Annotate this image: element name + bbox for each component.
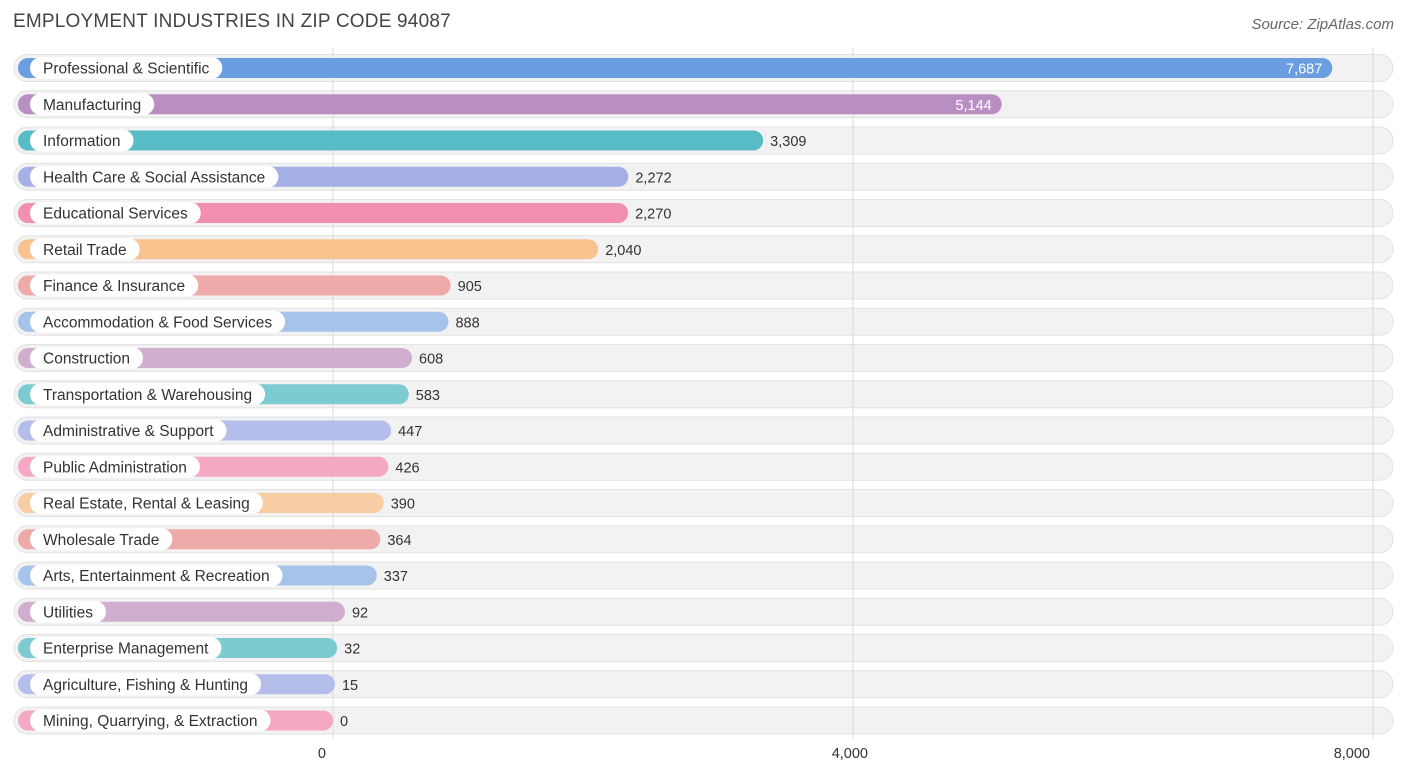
category-label: Arts, Entertainment & Recreation [43, 568, 270, 585]
value-label: 583 [416, 388, 440, 404]
value-label: 5,144 [955, 98, 991, 114]
value-label: 32 [344, 642, 360, 658]
chart-source: Source: ZipAtlas.com [1251, 16, 1394, 33]
x-tick-label: 0 [318, 746, 326, 762]
bar [18, 94, 1002, 115]
value-label: 364 [387, 533, 411, 549]
x-tick-label: 8,000 [1334, 746, 1370, 762]
category-label: Real Estate, Rental & Leasing [43, 496, 250, 513]
value-label: 888 [455, 315, 479, 331]
bar [18, 239, 599, 260]
value-label: 390 [391, 497, 415, 513]
category-label-pill [30, 383, 266, 406]
category-label: Enterprise Management [43, 641, 209, 658]
category-label: Wholesale Trade [43, 532, 159, 549]
value-label: 92 [352, 605, 368, 621]
category-label: Professional & Scientific [43, 61, 210, 78]
value-label: 0 [340, 714, 348, 730]
category-label: Information [43, 133, 121, 150]
category-label-pill [30, 165, 279, 188]
value-label: 15 [342, 678, 358, 694]
row-background [13, 706, 1394, 735]
value-label: 426 [395, 460, 419, 476]
category-label-pill [30, 709, 271, 732]
chart-title: EMPLOYMENT INDUSTRIES IN ZIP CODE 94087 [13, 11, 451, 32]
value-label: 2,272 [635, 170, 671, 186]
category-label: Manufacturing [43, 97, 141, 114]
category-label-pill [30, 310, 286, 333]
value-label: 2,040 [605, 243, 641, 259]
bar [18, 58, 1333, 78]
value-label: 2,270 [635, 207, 671, 223]
category-label: Utilities [43, 604, 93, 621]
category-label-pill [30, 274, 199, 297]
category-label-pill [30, 93, 155, 116]
category-label-pill [30, 238, 140, 261]
category-label-pill [30, 637, 222, 659]
row-background [13, 597, 1394, 626]
category-label: Administrative & Support [43, 423, 214, 440]
category-label-pill [30, 673, 262, 696]
category-label: Transportation & Warehousing [43, 387, 252, 404]
category-label-pill [30, 492, 263, 514]
value-label: 905 [458, 279, 482, 295]
category-label-pill [30, 347, 144, 369]
category-label: Finance & Insurance [43, 278, 185, 295]
value-label: 7,687 [1286, 62, 1322, 78]
bar [18, 130, 764, 151]
category-label: Retail Trade [43, 242, 127, 259]
category-label-pill [30, 419, 227, 442]
value-label: 608 [419, 352, 443, 368]
category-label-pill [30, 202, 201, 224]
category-label: Public Administration [43, 459, 187, 476]
row-background [13, 670, 1394, 699]
category-label-pill [30, 564, 283, 587]
category-label: Health Care & Social Assistance [43, 169, 265, 186]
category-label-pill [30, 57, 223, 79]
value-label: 447 [398, 424, 422, 440]
category-label-pill [30, 129, 134, 152]
category-label: Construction [43, 351, 130, 368]
value-label: 337 [384, 569, 408, 585]
category-label: Educational Services [43, 206, 188, 223]
category-label-pill [30, 455, 200, 478]
category-label-pill [30, 600, 106, 623]
category-label: Agriculture, Fishing & Hunting [43, 677, 248, 694]
category-label: Accommodation & Food Services [43, 314, 272, 331]
category-label: Mining, Quarrying, & Extraction [43, 713, 258, 730]
row-background [13, 634, 1394, 662]
category-label-pill [30, 528, 173, 551]
x-tick-label: 4,000 [832, 746, 868, 762]
value-label: 3,309 [770, 134, 806, 150]
